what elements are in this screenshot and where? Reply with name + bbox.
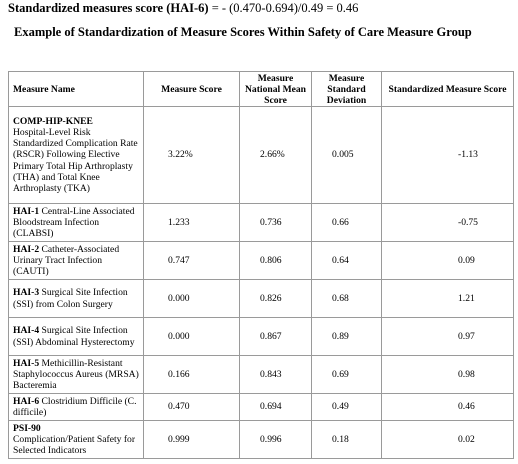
measure-description: Catheter-Associated Urinary Tract Infect… bbox=[13, 243, 120, 278]
national-mean-cell: 2.66% bbox=[239, 106, 312, 204]
measure-description: Central-Line Associated Bloodstream Infe… bbox=[13, 205, 135, 240]
standard-deviation-cell: 0.89 bbox=[311, 317, 382, 356]
standard-deviation-cell: 0.18 bbox=[311, 420, 382, 459]
measure-name-cell: HAI-4 Surgical Site Infection (SSI) Abdo… bbox=[8, 317, 144, 356]
table-row: HAI-5 Methicillin-Resistant Staphylococc… bbox=[8, 355, 514, 394]
measure-score-cell: 3.22% bbox=[143, 106, 240, 204]
measure-code: HAI-3 bbox=[13, 287, 40, 299]
standardized-score-cell: 0.46 bbox=[381, 393, 514, 421]
measure-name-cell: COMP-HIP-KNEE Hospital-Level Risk Standar… bbox=[8, 106, 144, 204]
measure-name-cell: HAI-5 Methicillin-Resistant Staphylococc… bbox=[8, 355, 144, 394]
standard-deviation-cell: 0.68 bbox=[311, 279, 382, 318]
measure-code: HAI-2 bbox=[13, 243, 40, 255]
standardized-score-cell: 0.09 bbox=[381, 241, 514, 280]
measure-code: HAI-6 bbox=[13, 395, 40, 407]
measure-description: Clostridium Difficile (C. difficile) bbox=[13, 395, 137, 418]
table-row: HAI-4 Surgical Site Infection (SSI) Abdo… bbox=[8, 317, 514, 356]
standard-deviation-cell: 0.005 bbox=[311, 106, 382, 204]
measure-score-cell: 0.166 bbox=[143, 355, 240, 394]
header-standard-deviation: Measure Standard Deviation bbox=[311, 71, 382, 107]
table-row: HAI-1 Central-Line Associated Bloodstrea… bbox=[8, 203, 514, 242]
national-mean-cell: 0.736 bbox=[239, 203, 312, 242]
standard-deviation-cell: 0.66 bbox=[311, 203, 382, 242]
national-mean-cell: 0.806 bbox=[239, 241, 312, 280]
standard-deviation-cell: 0.49 bbox=[311, 393, 382, 421]
formula-expression: = - (0.470-0.694)/0.49 = 0.46 bbox=[208, 1, 359, 15]
standardized-score-cell: 0.97 bbox=[381, 317, 514, 356]
national-mean-cell: 0.694 bbox=[239, 393, 312, 421]
measure-score-cell: 0.470 bbox=[143, 393, 240, 421]
standardized-score-cell: 0.98 bbox=[381, 355, 514, 394]
measure-score-cell: 1.233 bbox=[143, 203, 240, 242]
measure-code: HAI-5 bbox=[13, 357, 40, 369]
national-mean-cell: 0.826 bbox=[239, 279, 312, 318]
measure-code: COMP-HIP-KNEE bbox=[13, 115, 93, 127]
table-row: COMP-HIP-KNEE Hospital-Level Risk Standar… bbox=[8, 106, 514, 204]
national-mean-cell: 0.843 bbox=[239, 355, 312, 394]
measure-description: Methicillin-Resistant Staphylococcus Aur… bbox=[13, 357, 139, 392]
measure-name-cell: PSI-90 Complication/Patient Safety for Se… bbox=[8, 420, 144, 459]
standardized-score-cell: -1.13 bbox=[381, 106, 514, 204]
standardized-score-cell: -0.75 bbox=[381, 203, 514, 242]
table-header-row: Measure Name Measure Score Measure Natio… bbox=[8, 71, 514, 107]
standardization-table: Measure Name Measure Score Measure Natio… bbox=[8, 71, 514, 459]
measure-description: Hospital-Level Risk Standardized Complic… bbox=[13, 126, 138, 194]
table-row: HAI-3 Surgical Site Infection (SSI) from… bbox=[8, 279, 514, 318]
measure-score-cell: 0.000 bbox=[143, 279, 240, 318]
table-row: HAI-6 Clostridium Difficile (C. difficil… bbox=[8, 393, 514, 421]
measure-score-cell: 0.999 bbox=[143, 420, 240, 459]
measure-description: Complication/Patient Safety for Selected… bbox=[13, 433, 136, 457]
standardization-formula: Standardized measures score (HAI-6) = - … bbox=[8, 0, 358, 16]
measure-name-cell: HAI-1 Central-Line Associated Bloodstrea… bbox=[8, 203, 144, 242]
measure-code: PSI-90 bbox=[13, 422, 41, 434]
header-standardized-score: Standardized Measure Score bbox=[381, 71, 514, 107]
measure-score-cell: 0.000 bbox=[143, 317, 240, 356]
measure-description: Surgical Site Infection (SSI) from Colon… bbox=[13, 287, 128, 310]
national-mean-cell: 0.867 bbox=[239, 317, 312, 356]
table-row: PSI-90 Complication/Patient Safety for Se… bbox=[8, 420, 514, 459]
standard-deviation-cell: 0.69 bbox=[311, 355, 382, 394]
standardized-score-cell: 0.02 bbox=[381, 420, 514, 459]
formula-label: Standardized measures score (HAI-6) bbox=[8, 1, 209, 15]
table-title: Example of Standardization of Measure Sc… bbox=[14, 25, 472, 39]
national-mean-cell: 0.996 bbox=[239, 420, 312, 459]
measure-name-cell: HAI-6 Clostridium Difficile (C. difficil… bbox=[8, 393, 144, 421]
header-national-mean: Measure National Mean Score bbox=[239, 71, 312, 107]
measure-name-cell: HAI-2 Catheter-Associated Urinary Tract … bbox=[8, 241, 144, 280]
standard-deviation-cell: 0.64 bbox=[311, 241, 382, 280]
measure-description: Surgical Site Infection (SSI) Abdominal … bbox=[13, 325, 135, 348]
measure-code: HAI-1 bbox=[13, 205, 40, 217]
measure-score-cell: 0.747 bbox=[143, 241, 240, 280]
table-row: HAI-2 Catheter-Associated Urinary Tract … bbox=[8, 241, 514, 280]
header-measure-score: Measure Score bbox=[143, 71, 240, 107]
measure-code: HAI-4 bbox=[13, 325, 40, 337]
measure-name-cell: HAI-3 Surgical Site Infection (SSI) from… bbox=[8, 279, 144, 318]
standardized-score-cell: 1.21 bbox=[381, 279, 514, 318]
header-measure-name: Measure Name bbox=[8, 71, 144, 107]
